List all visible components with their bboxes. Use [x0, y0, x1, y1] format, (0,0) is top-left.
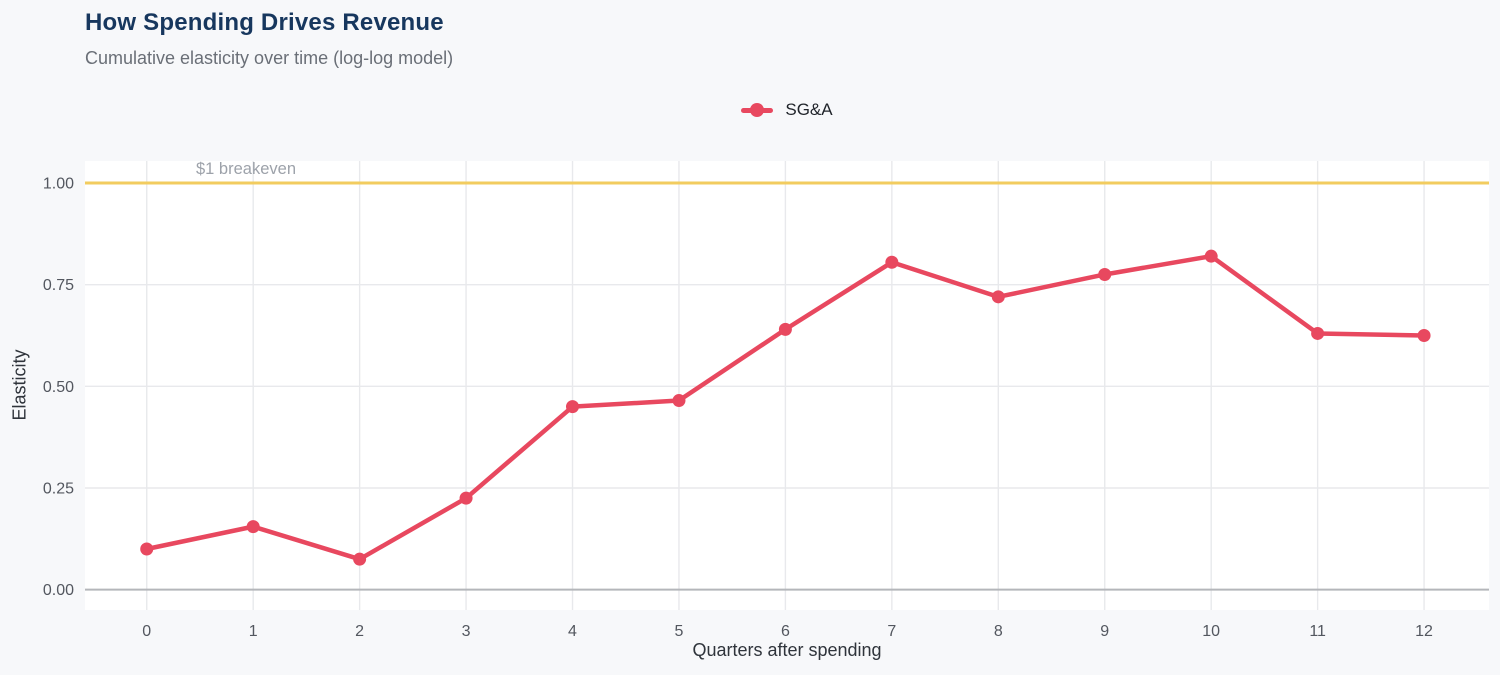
x-tick-label: 11 [1309, 623, 1326, 640]
y-tick-label: 0.25 [43, 480, 74, 497]
x-tick-label: 3 [462, 623, 471, 640]
data-point [459, 491, 473, 505]
x-axis-title: Quarters after spending [692, 640, 882, 660]
data-point [1311, 326, 1325, 340]
x-tick-label: 1 [249, 623, 258, 640]
data-point [140, 542, 154, 556]
data-point [991, 290, 1005, 304]
y-tick-label: 0.00 [43, 582, 74, 599]
data-point [672, 394, 686, 408]
x-tick-label: 12 [1415, 623, 1433, 640]
data-point [566, 400, 580, 414]
y-axis-title: Elasticity [9, 349, 30, 421]
y-tick-label: 0.75 [43, 277, 74, 294]
page-title: How Spending Drives Revenue [85, 9, 444, 36]
data-point [1417, 328, 1431, 342]
data-point [885, 255, 899, 269]
data-point [353, 552, 367, 566]
data-point [246, 520, 260, 534]
x-tick-label: 9 [1100, 623, 1109, 640]
data-point [1098, 267, 1112, 281]
x-tick-label: 0 [142, 623, 151, 640]
legend-label: SG&A [785, 100, 833, 119]
legend-line-marker-icon [741, 99, 774, 121]
x-tick-label: 7 [887, 623, 896, 640]
x-tick-label: 2 [355, 623, 364, 640]
x-tick-label: 10 [1202, 623, 1220, 640]
y-tick-label: 0.50 [43, 379, 74, 396]
x-tick-label: 4 [568, 623, 577, 640]
y-tick-label: 1.00 [43, 175, 74, 192]
data-point [1204, 249, 1218, 263]
x-tick-label: 6 [781, 623, 790, 640]
x-tick-label: 5 [675, 623, 684, 640]
legend-marker-dot [750, 103, 765, 117]
page-subtitle: Cumulative elasticity over time (log-log… [85, 48, 454, 68]
legend: SG&A [85, 99, 1489, 121]
x-tick-label: 8 [994, 623, 1003, 640]
plot-area [85, 161, 1489, 610]
breakeven-annotation: $1 breakeven [196, 160, 296, 178]
legend-item-sga[interactable]: SG&A [741, 99, 833, 121]
data-point [778, 322, 792, 336]
